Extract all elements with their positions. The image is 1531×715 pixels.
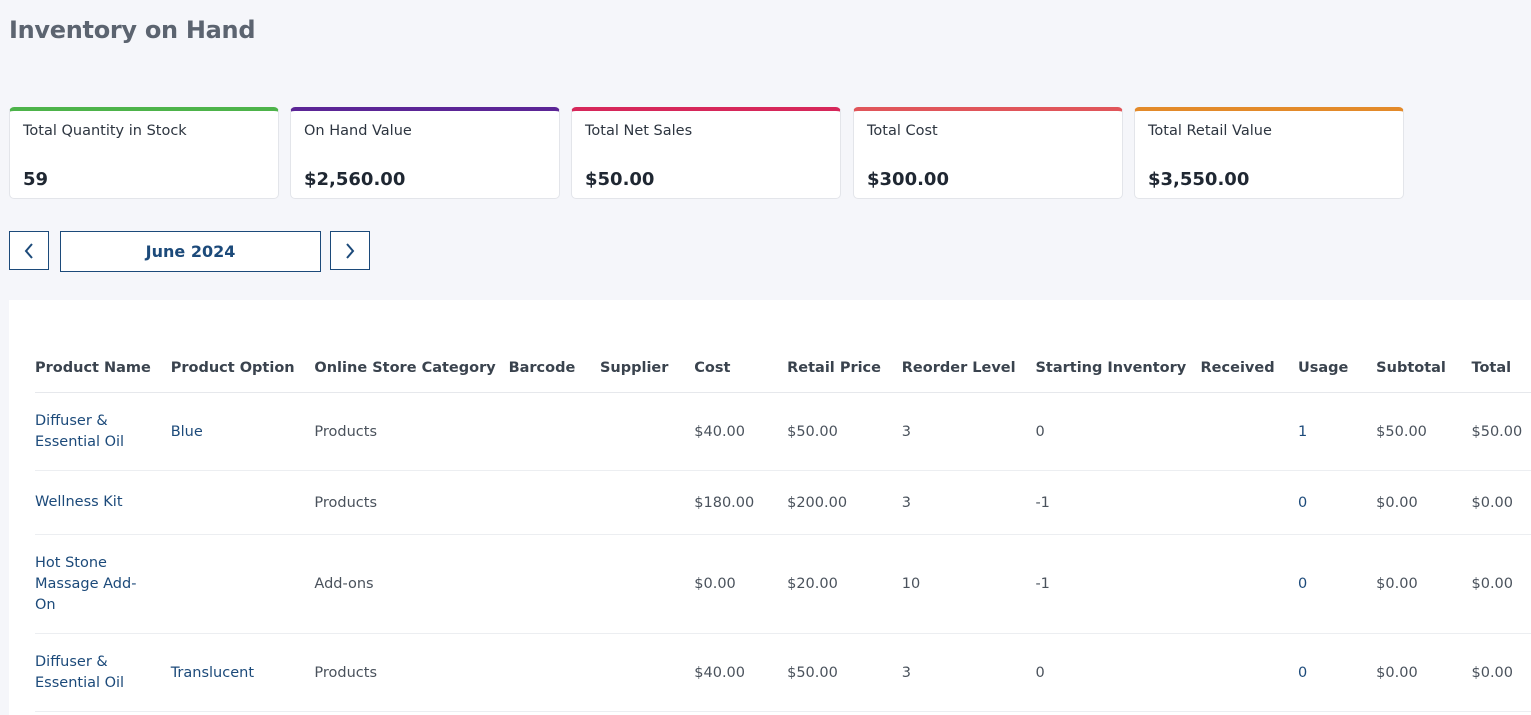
- cost-cell: $40.00: [694, 392, 788, 471]
- previous-month-button[interactable]: [9, 231, 49, 270]
- usage-link[interactable]: 0: [1297, 470, 1377, 535]
- starting-inventory-cell: 0: [1035, 633, 1201, 712]
- reorder-level-cell: 3: [901, 633, 1036, 712]
- starting-inventory-cell: 0: [1035, 392, 1201, 471]
- cost-cell: $40.00: [694, 633, 788, 712]
- table-row: Diffuser & Essential Oil Translucent Pro…: [35, 633, 1531, 712]
- header-subtotal[interactable]: Subtotal: [1376, 343, 1472, 393]
- category-cell: Add-ons: [314, 534, 509, 634]
- page-title: Inventory on Hand: [9, 16, 256, 44]
- card-value: $2,560.00: [304, 169, 406, 190]
- cost-cell: $0.00: [694, 534, 788, 634]
- chevron-left-icon: [24, 242, 33, 259]
- total-cell: $50.00: [1471, 392, 1531, 471]
- total-cell: $0.00: [1471, 470, 1531, 535]
- product-name-link[interactable]: Diffuser & Essential Oil: [35, 633, 171, 712]
- card-value: $300.00: [867, 169, 949, 190]
- usage-link[interactable]: 1: [1297, 392, 1377, 471]
- usage-link[interactable]: 0: [1297, 534, 1377, 634]
- retail-price-cell: $200.00: [787, 470, 902, 535]
- starting-inventory-cell: -1: [1035, 470, 1201, 535]
- header-retail-price[interactable]: Retail Price: [787, 343, 902, 393]
- product-option-link[interactable]: Translucent: [170, 633, 315, 712]
- reorder-level-cell: 10: [901, 534, 1036, 634]
- subtotal-cell: $50.00: [1376, 392, 1472, 471]
- next-month-button[interactable]: [330, 231, 370, 270]
- header-usage[interactable]: Usage: [1297, 343, 1377, 393]
- starting-inventory-cell: -1: [1035, 534, 1201, 634]
- category-cell: Products: [314, 470, 509, 535]
- supplier-cell: [599, 534, 695, 634]
- summary-card-on-hand-value: On Hand Value $2,560.00: [290, 107, 560, 199]
- header-cost[interactable]: Cost: [694, 343, 788, 393]
- subtotal-cell: $0.00: [1376, 534, 1472, 634]
- barcode-cell: [508, 392, 600, 471]
- supplier-cell: [599, 392, 695, 471]
- product-name-link[interactable]: Diffuser & Essential Oil: [35, 392, 171, 471]
- header-barcode[interactable]: Barcode: [508, 343, 600, 393]
- card-value: 59: [23, 169, 49, 190]
- retail-price-cell: $50.00: [787, 392, 902, 471]
- card-value: $3,550.00: [1148, 169, 1250, 190]
- header-total[interactable]: Total: [1471, 343, 1531, 393]
- category-cell: Products: [314, 633, 509, 712]
- summary-card-total-cost: Total Cost $300.00: [853, 107, 1123, 199]
- barcode-cell: [508, 633, 600, 712]
- table-row: Diffuser & Essential Oil Blue Products $…: [35, 392, 1531, 471]
- card-value: $50.00: [585, 169, 655, 190]
- table-row: Wellness Kit Products $180.00 $200.00 3 …: [35, 470, 1531, 535]
- card-label: Total Cost: [867, 123, 938, 139]
- product-option-link[interactable]: Blue: [170, 392, 315, 471]
- table-header-row: Product Name Product Option Online Store…: [35, 343, 1531, 393]
- product-option-link[interactable]: [170, 534, 315, 634]
- supplier-cell: [599, 633, 695, 712]
- inventory-table: Product Name Product Option Online Store…: [35, 343, 1531, 712]
- subtotal-cell: $0.00: [1376, 470, 1472, 535]
- summary-card-net-sales: Total Net Sales $50.00: [571, 107, 841, 199]
- header-online-store-category[interactable]: Online Store Category: [314, 343, 509, 393]
- card-label: Total Net Sales: [585, 123, 693, 139]
- retail-price-cell: $20.00: [787, 534, 902, 634]
- inventory-table-panel: Product Name Product Option Online Store…: [9, 300, 1531, 715]
- header-supplier[interactable]: Supplier: [599, 343, 695, 393]
- received-cell: [1200, 470, 1298, 535]
- summary-card-retail-value: Total Retail Value $3,550.00: [1134, 107, 1404, 199]
- product-option-link[interactable]: [170, 470, 315, 535]
- card-label: Total Retail Value: [1148, 123, 1272, 139]
- product-name-link[interactable]: Wellness Kit: [35, 470, 171, 535]
- card-label: Total Quantity in Stock: [23, 123, 187, 139]
- reorder-level-cell: 3: [901, 470, 1036, 535]
- retail-price-cell: $50.00: [787, 633, 902, 712]
- chevron-right-icon: [346, 242, 355, 259]
- total-cell: $0.00: [1471, 633, 1531, 712]
- barcode-cell: [508, 534, 600, 634]
- summary-card-total-quantity: Total Quantity in Stock 59: [9, 107, 279, 199]
- received-cell: [1200, 534, 1298, 634]
- header-product-name[interactable]: Product Name: [35, 343, 171, 393]
- supplier-cell: [599, 470, 695, 535]
- table-row: Hot Stone Massage Add-On Add-ons $0.00 $…: [35, 534, 1531, 634]
- usage-link[interactable]: 0: [1297, 633, 1377, 712]
- subtotal-cell: $0.00: [1376, 633, 1472, 712]
- cost-cell: $180.00: [694, 470, 788, 535]
- barcode-cell: [508, 470, 600, 535]
- received-cell: [1200, 633, 1298, 712]
- reorder-level-cell: 3: [901, 392, 1036, 471]
- header-reorder-level[interactable]: Reorder Level: [901, 343, 1036, 393]
- header-product-option[interactable]: Product Option: [170, 343, 315, 393]
- header-received[interactable]: Received: [1200, 343, 1298, 393]
- category-cell: Products: [314, 392, 509, 471]
- received-cell: [1200, 392, 1298, 471]
- product-name-link[interactable]: Hot Stone Massage Add-On: [35, 534, 171, 634]
- header-starting-inventory[interactable]: Starting Inventory: [1035, 343, 1201, 393]
- card-label: On Hand Value: [304, 123, 412, 139]
- month-selector[interactable]: June 2024: [60, 231, 321, 272]
- total-cell: $0.00: [1471, 534, 1531, 634]
